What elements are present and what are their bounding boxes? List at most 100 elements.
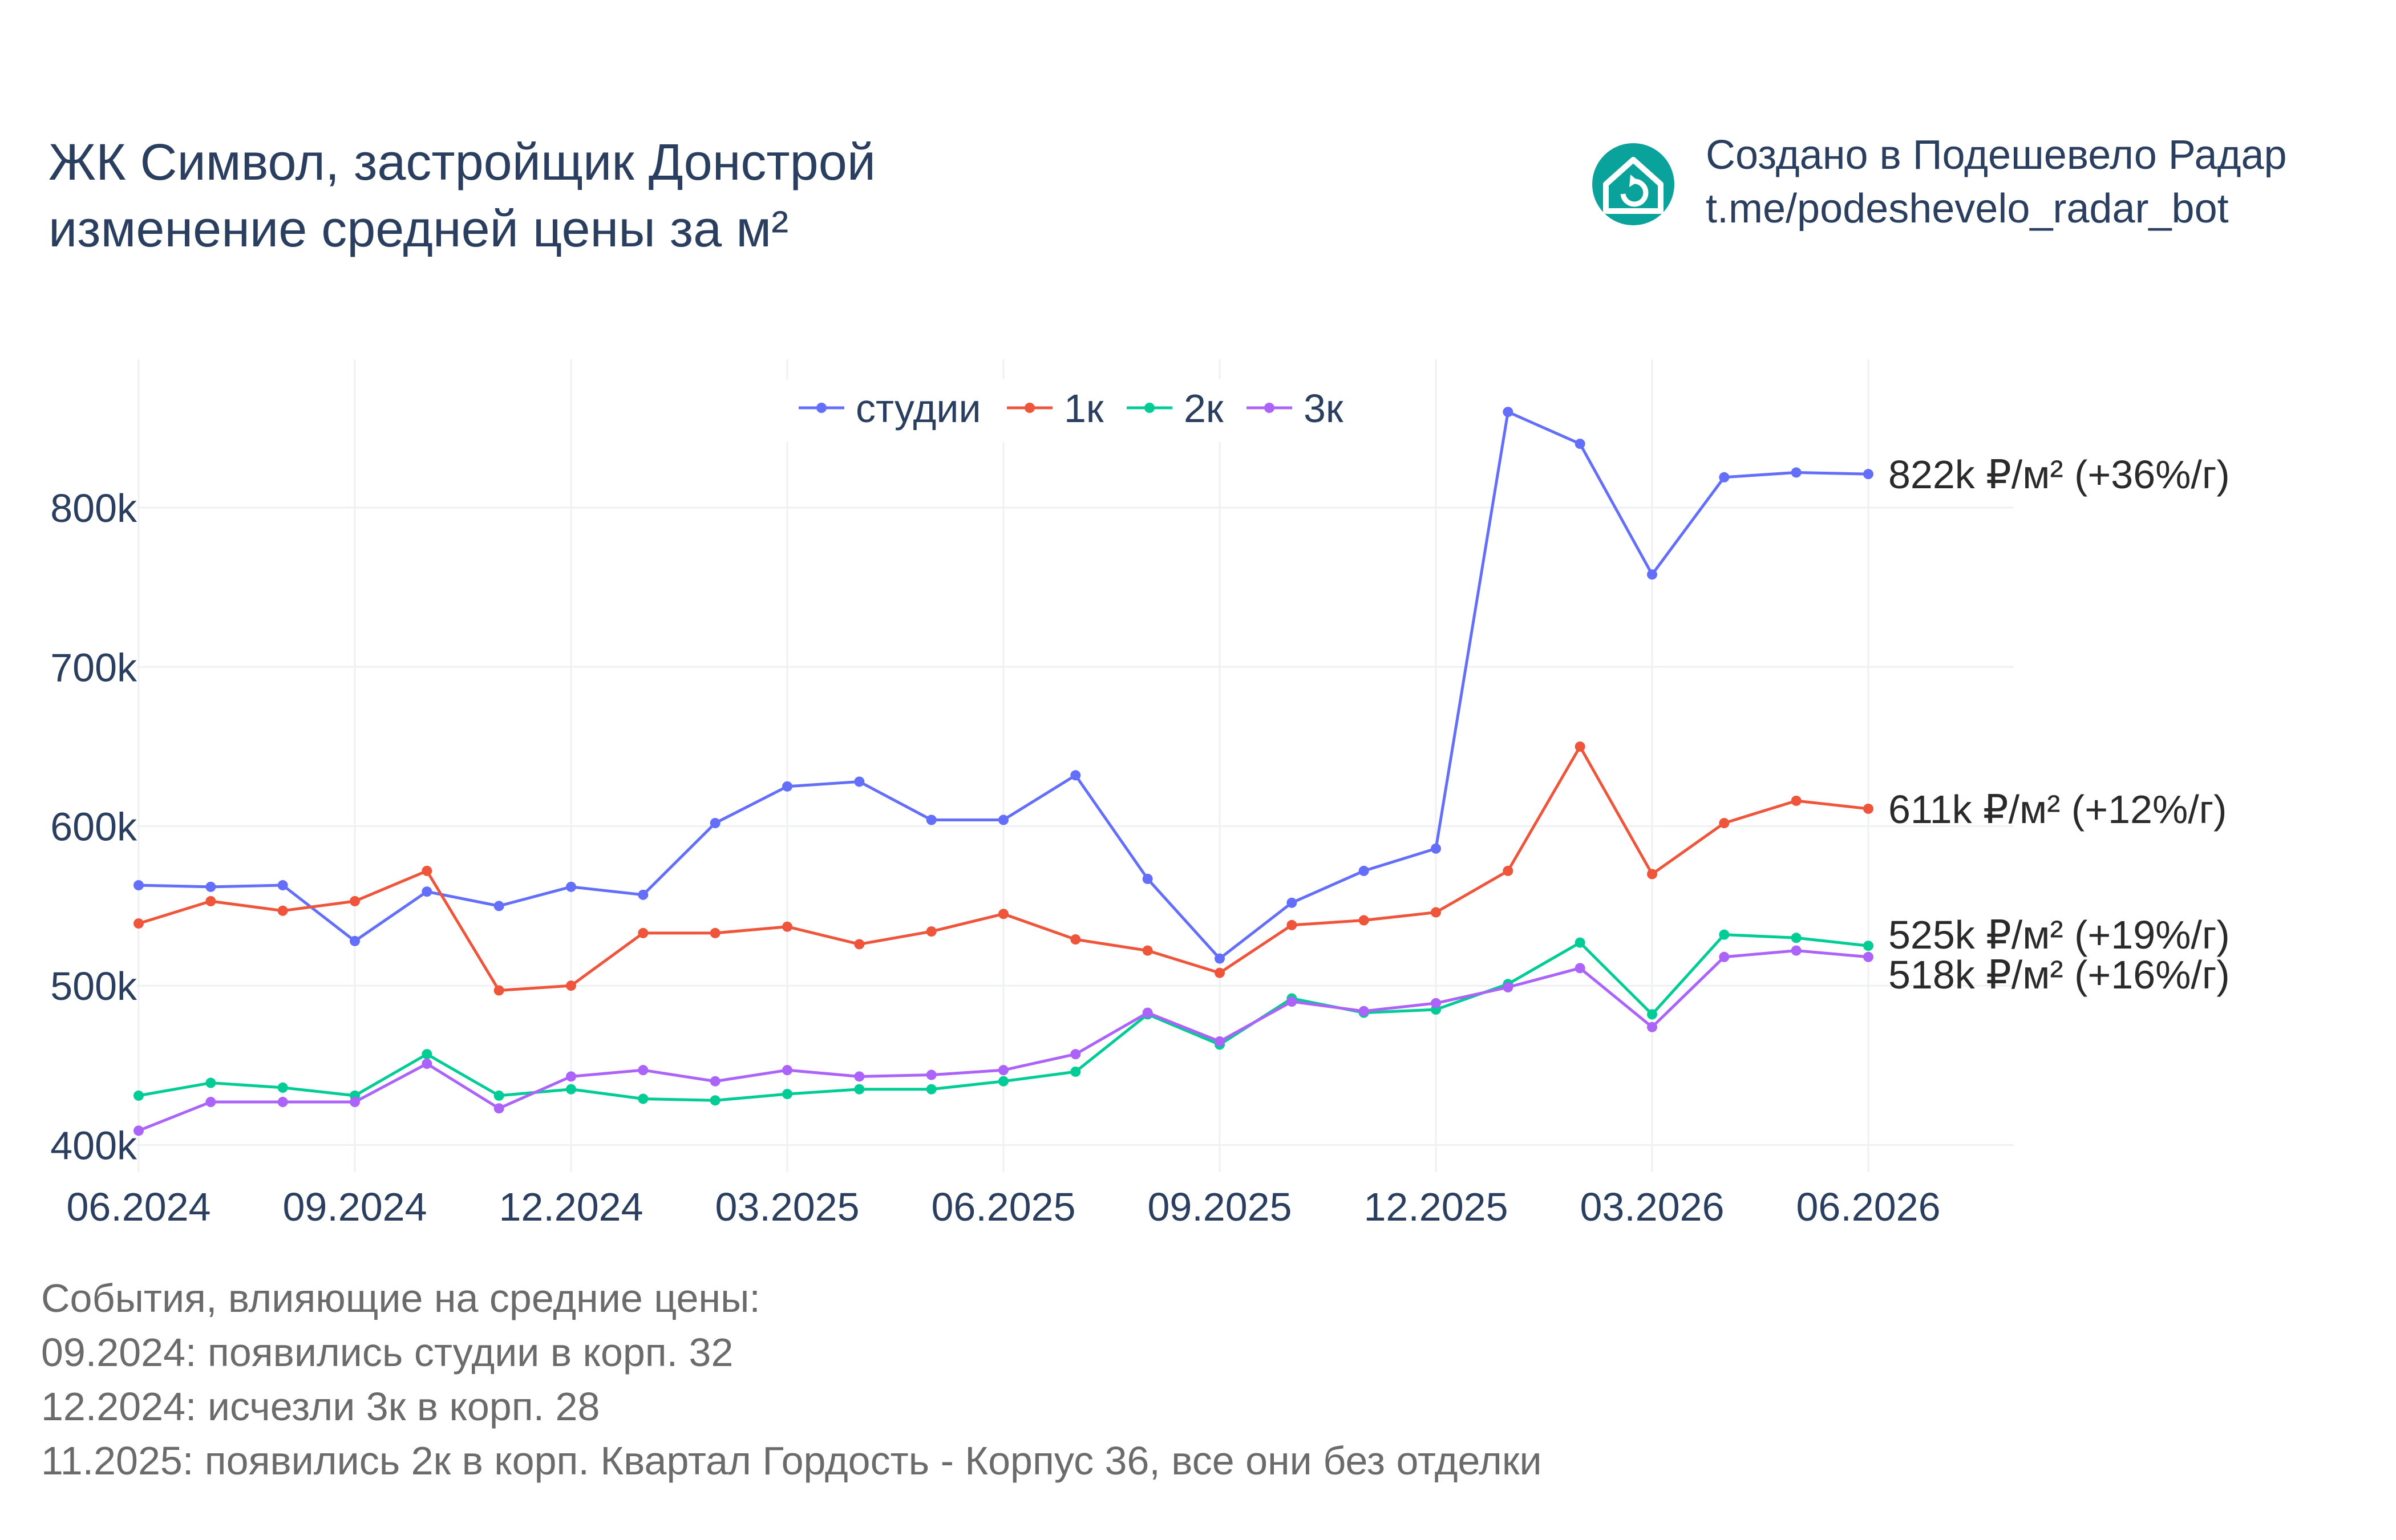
legend-swatch-marker — [816, 403, 827, 413]
data-point — [493, 1103, 504, 1114]
data-point — [277, 905, 288, 916]
events-heading: События, влияющие на средние цены: — [41, 1276, 760, 1320]
data-point — [1358, 915, 1369, 926]
data-point — [133, 880, 144, 891]
y-tick-label: 700k — [50, 645, 137, 690]
data-point — [926, 1084, 937, 1095]
data-point — [1286, 897, 1297, 908]
legend-label: 2к — [1184, 386, 1224, 431]
data-point — [205, 1077, 216, 1088]
series-end-label: 822k ₽/м² (+36%/г) — [1888, 452, 2230, 497]
x-tick-label: 06.2026 — [1796, 1185, 1940, 1229]
credit-line-1: Создано в Подешевело Радар — [1706, 132, 2287, 178]
data-point — [1431, 998, 1441, 1008]
data-point — [1647, 869, 1657, 880]
data-point — [854, 1071, 865, 1082]
data-point — [1070, 1066, 1081, 1077]
data-point — [782, 1089, 792, 1100]
data-point — [1286, 919, 1297, 930]
data-point — [205, 1097, 216, 1108]
data-point — [422, 1059, 432, 1069]
y-tick-label: 500k — [50, 964, 137, 1008]
event-line-3: 11.2025: появились 2к в корп. Квартал Го… — [41, 1438, 1542, 1483]
data-point — [350, 935, 360, 946]
chart-title-line-1: ЖК Символ, застройщик Донстрой — [48, 134, 876, 191]
data-point — [1863, 803, 1873, 814]
x-tick-label: 09.2024 — [282, 1185, 427, 1229]
series-end-label: 518k ₽/м² (+16%/г) — [1888, 953, 2230, 997]
data-point — [1863, 951, 1873, 962]
data-point — [1719, 818, 1730, 829]
data-point — [638, 1093, 649, 1104]
data-point — [1647, 569, 1657, 580]
data-point — [926, 814, 937, 825]
data-point — [1142, 1007, 1153, 1018]
legend-label: 3к — [1304, 386, 1343, 431]
series-end-label: 611k ₽/м² (+12%/г) — [1888, 787, 2227, 832]
data-point — [205, 896, 216, 906]
data-point — [998, 1065, 1009, 1076]
data-point — [422, 1049, 432, 1060]
data-point — [133, 1090, 144, 1101]
data-point — [1431, 843, 1441, 854]
data-point — [782, 1065, 792, 1076]
y-axis-ticks: 400k 500k 600k 700k 800k — [50, 486, 137, 1168]
legend-swatch-marker — [1264, 403, 1274, 413]
y-tick-label: 800k — [50, 486, 137, 530]
x-tick-label: 09.2025 — [1147, 1185, 1292, 1229]
data-point — [782, 781, 792, 792]
data-point — [1070, 770, 1081, 781]
legend-swatch-marker — [1025, 403, 1035, 413]
x-tick-label: 12.2025 — [1363, 1185, 1508, 1229]
data-point — [566, 1071, 576, 1082]
data-point — [205, 881, 216, 892]
data-point — [1791, 945, 1802, 956]
data-point — [493, 901, 504, 911]
data-point — [710, 927, 721, 938]
data-point — [926, 1069, 937, 1080]
data-point — [1070, 1049, 1081, 1060]
series-lines — [133, 407, 1873, 1136]
data-point — [1215, 1036, 1225, 1047]
data-point — [638, 927, 649, 938]
data-point — [566, 1084, 576, 1095]
data-point — [1215, 953, 1225, 964]
data-point — [710, 818, 721, 829]
x-tick-label: 12.2024 — [499, 1185, 643, 1229]
x-axis-ticks: 06.2024 09.2024 12.2024 03.2025 06.2025 09.20… — [66, 1185, 1940, 1229]
x-tick-label: 06.2024 — [66, 1185, 211, 1229]
y-tick-label: 400k — [50, 1124, 137, 1168]
legend-label: студии — [856, 386, 981, 431]
legend-swatch-marker — [1144, 403, 1155, 413]
data-point — [1647, 1022, 1657, 1032]
data-point — [277, 880, 288, 891]
legend: студии 1к 2к 3к — [782, 379, 1358, 442]
data-point — [1070, 934, 1081, 945]
data-point — [350, 896, 360, 906]
x-tick-label: 03.2025 — [715, 1185, 859, 1229]
data-point — [1575, 937, 1585, 948]
data-point — [493, 1090, 504, 1101]
data-point — [854, 939, 865, 950]
data-point — [710, 1076, 721, 1087]
data-point — [638, 1065, 649, 1076]
data-point — [1791, 795, 1802, 806]
data-point — [277, 1097, 288, 1108]
data-point — [998, 814, 1009, 825]
data-point — [1719, 951, 1730, 962]
data-point — [926, 926, 937, 937]
data-point — [493, 985, 504, 996]
data-point — [1575, 963, 1585, 974]
data-point — [277, 1082, 288, 1093]
data-point — [422, 865, 432, 876]
data-point — [350, 1097, 360, 1108]
data-point — [1503, 865, 1513, 876]
data-point — [1431, 907, 1441, 918]
data-point — [1503, 982, 1513, 992]
data-point — [1215, 967, 1225, 978]
credit-logo-icon — [1592, 143, 1674, 225]
x-tick-label: 06.2025 — [931, 1185, 1075, 1229]
event-line-1: 09.2024: появились студии в корп. 32 — [41, 1330, 733, 1375]
x-tick-label: 03.2026 — [1580, 1185, 1724, 1229]
